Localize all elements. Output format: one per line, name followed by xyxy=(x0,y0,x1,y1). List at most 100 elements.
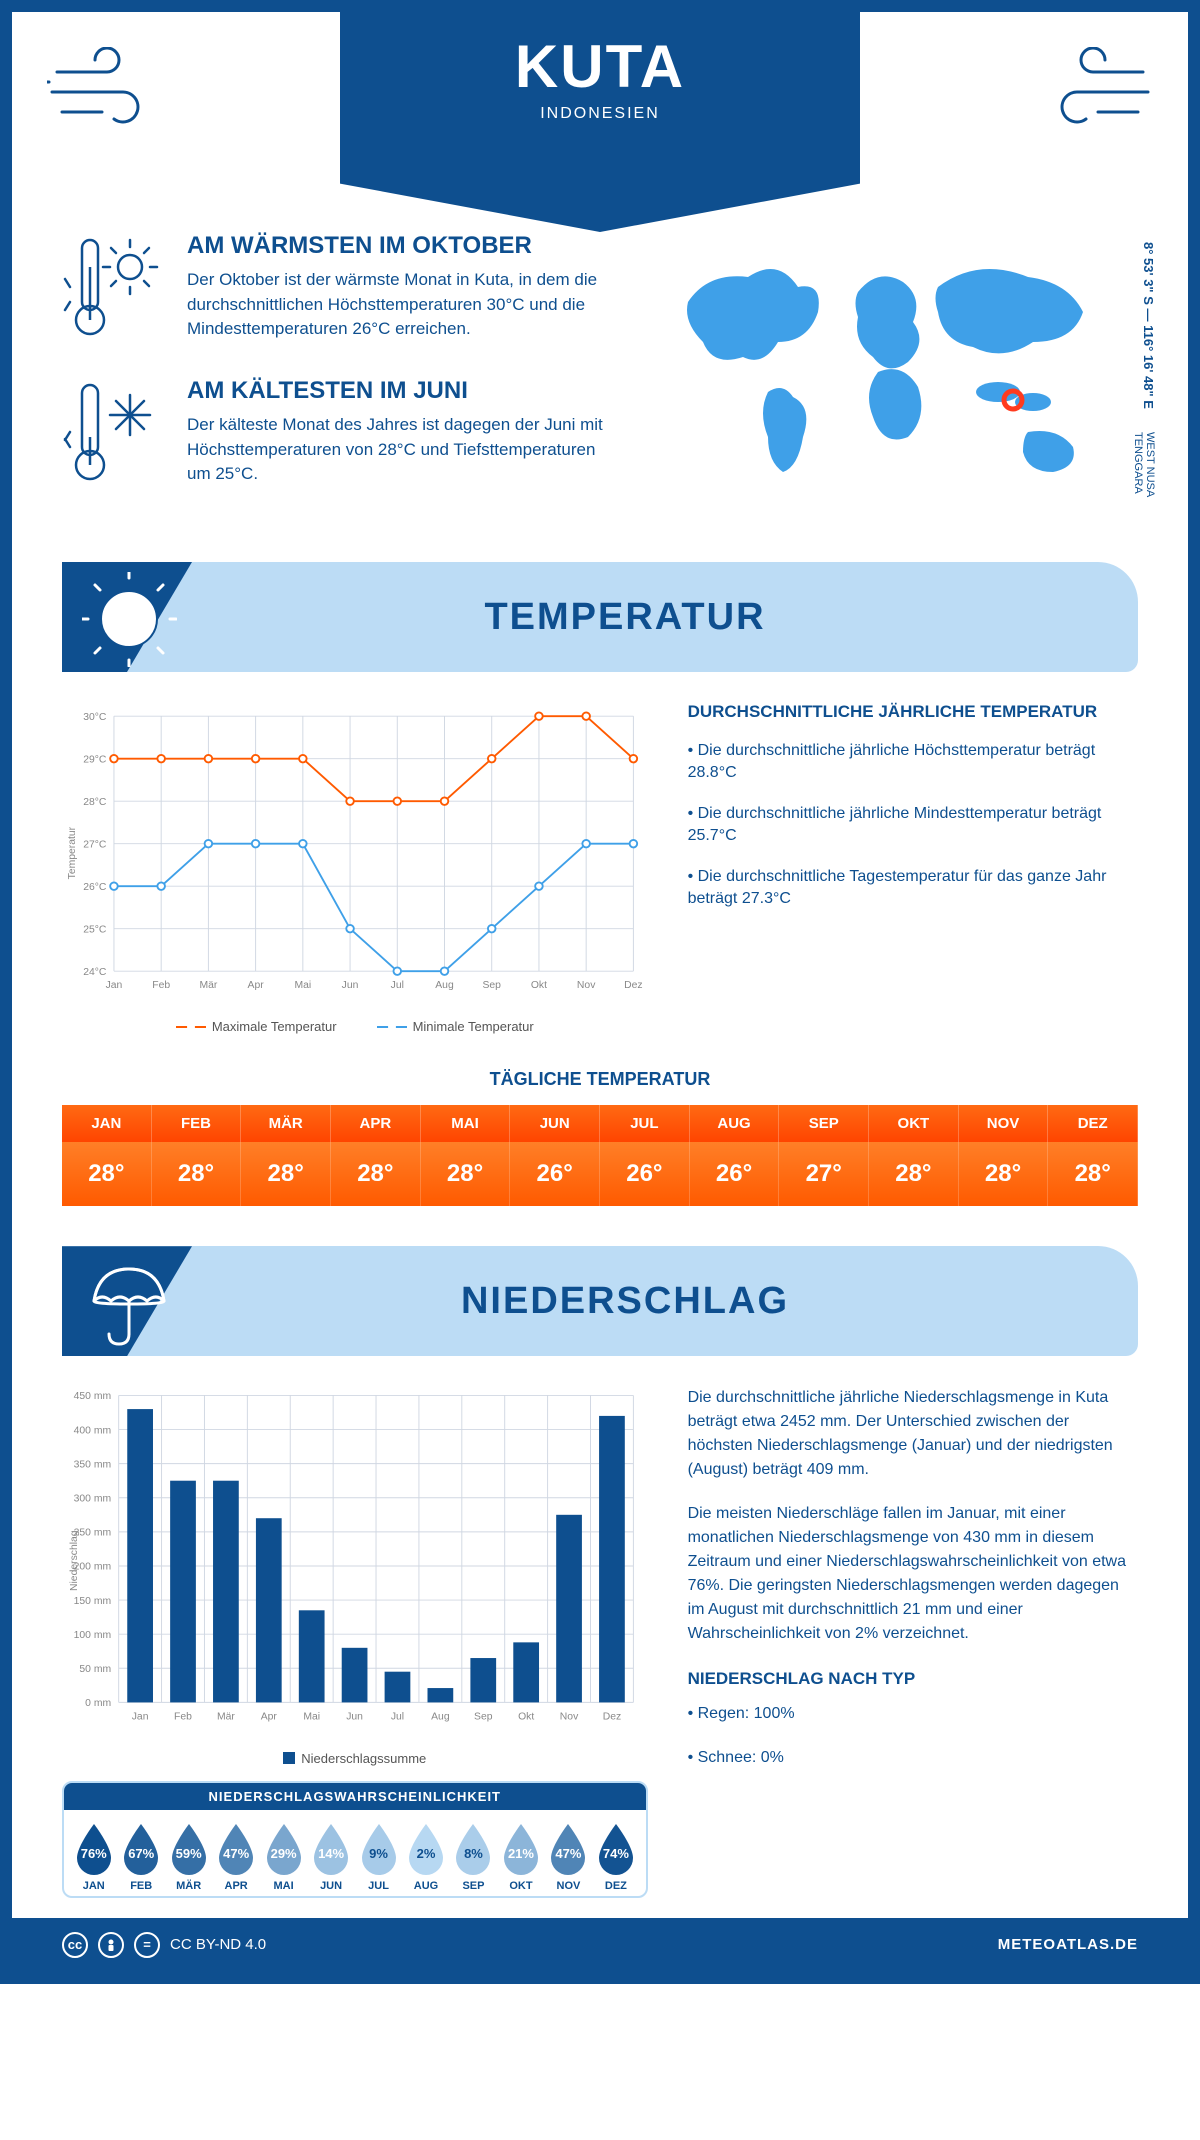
probability-month: FEB xyxy=(119,1880,162,1892)
probability-drop: 47% APR xyxy=(214,1822,257,1892)
temperature-line-chart: 24°C25°C26°C27°C28°C29°C30°CJanFebMärApr… xyxy=(62,702,648,1034)
month-header: APR xyxy=(331,1105,421,1142)
daily-value: 28° xyxy=(869,1142,959,1206)
temp-summary-title: DURCHSCHNITTLICHE JÄHRLICHE TEMPERATUR xyxy=(688,702,1138,722)
svg-text:Aug: Aug xyxy=(435,980,454,991)
svg-text:Mai: Mai xyxy=(303,1712,320,1723)
thermometer-sun-icon xyxy=(62,232,162,347)
probability-month: DEZ xyxy=(594,1880,637,1892)
precipitation-section-banner: NIEDERSCHLAG xyxy=(62,1246,1138,1356)
probability-month: JUN xyxy=(309,1880,352,1892)
probability-month: JUL xyxy=(357,1880,400,1892)
svg-text:300 mm: 300 mm xyxy=(74,1494,111,1505)
svg-text:Mai: Mai xyxy=(294,980,311,991)
license-block: cc = CC BY-ND 4.0 xyxy=(62,1932,266,1958)
precip-type-item: • Regen: 100% xyxy=(688,1702,1138,1726)
svg-text:100 mm: 100 mm xyxy=(74,1630,111,1641)
svg-text:Aug: Aug xyxy=(431,1712,450,1723)
daily-temp-title: TÄGLICHE TEMPERATUR xyxy=(12,1069,1188,1090)
svg-text:450 mm: 450 mm xyxy=(74,1391,111,1402)
daily-col: OKT 28° xyxy=(869,1105,959,1206)
svg-text:Jan: Jan xyxy=(106,980,123,991)
month-header: MAI xyxy=(421,1105,511,1142)
probability-month: MAI xyxy=(262,1880,305,1892)
legend-min: Minimale Temperatur xyxy=(413,1019,534,1034)
precip-legend-label: Niederschlagssumme xyxy=(301,1751,426,1766)
probability-drop: 2% AUG xyxy=(404,1822,447,1892)
probability-drop: 21% OKT xyxy=(499,1822,542,1892)
cc-icon: cc xyxy=(62,1932,88,1958)
temp-bullet: • Die durchschnittliche Tagestemperatur … xyxy=(688,866,1138,911)
warmest-title: AM WÄRMSTEN IM OKTOBER xyxy=(187,232,618,260)
daily-col: APR 28° xyxy=(331,1105,421,1206)
precipitation-heading: NIEDERSCHLAG xyxy=(112,1280,1138,1323)
svg-text:Sep: Sep xyxy=(482,980,501,991)
daily-col: NOV 28° xyxy=(959,1105,1049,1206)
thermometer-snow-icon xyxy=(62,377,162,492)
coordinates-label: 8° 53' 3" S — 116° 16' 48" E xyxy=(1141,242,1156,409)
probability-month: MÄR xyxy=(167,1880,210,1892)
precip-type-item: • Schnee: 0% xyxy=(688,1746,1138,1770)
sun-icon xyxy=(82,572,177,672)
nd-icon: = xyxy=(134,1932,160,1958)
facts-column: AM WÄRMSTEN IM OKTOBER Der Oktober ist d… xyxy=(62,232,618,522)
svg-text:150 mm: 150 mm xyxy=(74,1596,111,1607)
svg-text:Apr: Apr xyxy=(261,1712,278,1723)
svg-text:Nov: Nov xyxy=(577,980,596,991)
wind-icon xyxy=(47,47,167,142)
svg-text:30°C: 30°C xyxy=(83,712,107,723)
svg-text:Feb: Feb xyxy=(152,980,170,991)
svg-text:Apr: Apr xyxy=(248,980,265,991)
temp-bullet: • Die durchschnittliche jährliche Mindes… xyxy=(688,803,1138,848)
daily-value: 28° xyxy=(331,1142,421,1206)
svg-text:27°C: 27°C xyxy=(83,839,107,850)
precipitation-bar-chart: 0 mm50 mm100 mm150 mm200 mm250 mm300 mm3… xyxy=(62,1386,648,1897)
month-header: DEZ xyxy=(1048,1105,1138,1142)
daily-col: MÄR 28° xyxy=(241,1105,331,1206)
svg-text:24°C: 24°C xyxy=(83,967,107,978)
daily-col: JUL 26° xyxy=(600,1105,690,1206)
location-title: KUTA xyxy=(340,32,860,101)
coldest-title: AM KÄLTESTEN IM JUNI xyxy=(187,377,618,405)
probability-month: NOV xyxy=(547,1880,590,1892)
daily-col: DEZ 28° xyxy=(1048,1105,1138,1206)
svg-text:Okt: Okt xyxy=(518,1712,534,1723)
daily-col: JUN 26° xyxy=(510,1105,600,1206)
chart-legend: Maximale Temperatur Minimale Temperatur xyxy=(62,1019,648,1034)
probability-drop: 76% JAN xyxy=(72,1822,115,1892)
precip-legend: Niederschlagssumme xyxy=(62,1751,648,1766)
probability-month: APR xyxy=(214,1880,257,1892)
daily-value: 28° xyxy=(421,1142,511,1206)
month-header: SEP xyxy=(779,1105,869,1142)
world-map: 8° 53' 3" S — 116° 16' 48" E WEST NUSA T… xyxy=(658,232,1138,522)
wind-icon xyxy=(1033,47,1153,142)
svg-text:Jul: Jul xyxy=(391,1712,404,1723)
svg-text:Dez: Dez xyxy=(603,1712,621,1723)
title-banner: KUTA INDONESIEN xyxy=(340,12,860,232)
temperature-heading: TEMPERATUR xyxy=(112,596,1138,639)
month-header: NOV xyxy=(959,1105,1049,1142)
svg-text:Mär: Mär xyxy=(217,1712,235,1723)
probability-drop: 29% MAI xyxy=(262,1822,305,1892)
probability-title: NIEDERSCHLAGSWAHRSCHEINLICHKEIT xyxy=(64,1783,646,1810)
month-header: OKT xyxy=(869,1105,959,1142)
svg-text:Niederschlag: Niederschlag xyxy=(69,1530,80,1591)
daily-value: 28° xyxy=(152,1142,242,1206)
probability-month: JAN xyxy=(72,1880,115,1892)
svg-text:Jan: Jan xyxy=(132,1712,149,1723)
month-header: AUG xyxy=(690,1105,780,1142)
svg-text:Sep: Sep xyxy=(474,1712,493,1723)
info-section: AM WÄRMSTEN IM OKTOBER Der Oktober ist d… xyxy=(12,232,1188,552)
warmest-fact: AM WÄRMSTEN IM OKTOBER Der Oktober ist d… xyxy=(62,232,618,347)
probability-month: AUG xyxy=(404,1880,447,1892)
temp-bullet: • Die durchschnittliche jährliche Höchst… xyxy=(688,740,1138,785)
svg-text:Jun: Jun xyxy=(346,1712,363,1723)
license-text: CC BY-ND 4.0 xyxy=(170,1936,266,1953)
svg-text:Nov: Nov xyxy=(560,1712,579,1723)
legend-max: Maximale Temperatur xyxy=(212,1019,337,1034)
month-header: MÄR xyxy=(241,1105,331,1142)
region-label: WEST NUSA TENGGARA xyxy=(1132,432,1156,522)
month-header: JAN xyxy=(62,1105,152,1142)
infographic-frame: KUTA INDONESIEN xyxy=(0,0,1200,1984)
footer: cc = CC BY-ND 4.0 METEOATLAS.DE xyxy=(12,1918,1188,1972)
